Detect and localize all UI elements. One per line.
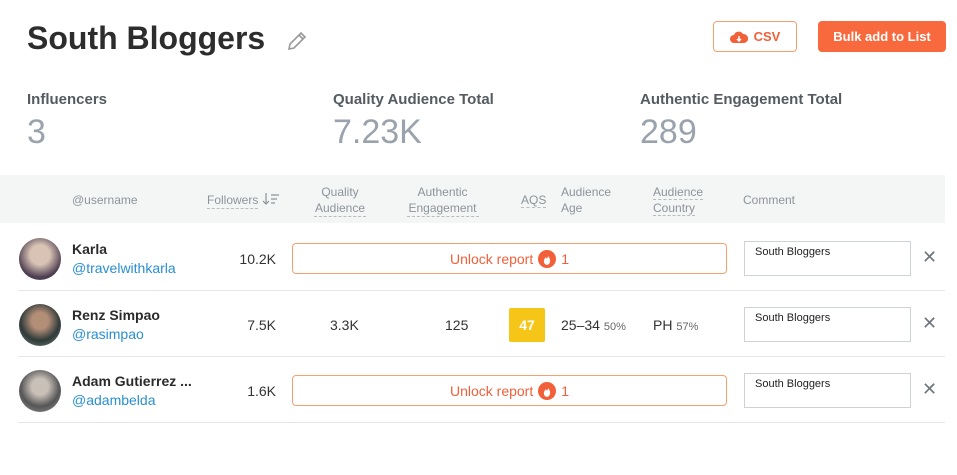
followers: 10.2K — [239, 251, 276, 267]
column-header: @username — [72, 193, 138, 207]
remove-button[interactable]: ✕ — [922, 379, 938, 399]
flame-icon — [538, 381, 557, 400]
stat-label: Influencers — [27, 91, 108, 108]
row-divider — [18, 422, 945, 423]
column-label: Audience Country — [653, 185, 704, 216]
followers: 1.6K — [247, 383, 276, 399]
stat-label: Authentic Engagement Total — [640, 91, 843, 108]
unlock-report-button[interactable]: Unlock report 1 — [292, 243, 727, 274]
influencer-handle[interactable]: @adambelda — [72, 392, 156, 408]
influencer-handle[interactable]: @travelwithkarla — [72, 260, 176, 276]
age-share: 50% — [603, 321, 626, 333]
unlock-report-button[interactable]: Unlock report 1 — [292, 375, 727, 406]
row-divider — [18, 290, 945, 291]
stat-label: Quality Audience Total — [333, 91, 494, 108]
column-label: Authentic Engagement — [406, 185, 479, 217]
unlock-label: Unlock report — [449, 382, 534, 399]
column-header[interactable]: Followers — [207, 192, 280, 209]
influencer-name[interactable]: Karla — [72, 241, 108, 257]
unlock-cost: 1 — [561, 382, 570, 399]
aqs-badge: 47 — [509, 308, 545, 342]
comment-input[interactable]: South Bloggers — [744, 241, 911, 276]
column-header: AQS — [521, 192, 547, 208]
audience-country: PH 57% — [653, 317, 698, 333]
authentic-engagement: 125 — [445, 317, 469, 333]
avatar — [19, 304, 61, 346]
comment-input[interactable]: South Bloggers — [744, 373, 911, 408]
unlock-cost: 1 — [561, 250, 570, 267]
sort-icon — [262, 193, 280, 205]
stat-value: 7.23K — [333, 113, 422, 151]
followers: 7.5K — [247, 317, 276, 333]
stat-value: 3 — [27, 113, 46, 151]
comment-input[interactable]: South Bloggers — [744, 307, 911, 342]
country-code: PH — [653, 317, 673, 333]
column-header: Audience Age — [561, 185, 612, 215]
column-header: Comment — [743, 193, 796, 207]
edit-icon[interactable] — [286, 30, 308, 52]
avatar — [19, 238, 61, 280]
bulk-add-button[interactable]: Bulk add to List — [818, 21, 946, 52]
column-label: Followers — [207, 193, 259, 209]
row-divider — [18, 356, 945, 357]
column-label: Quality Audience — [314, 185, 366, 217]
column-header: Authentic Engagement — [395, 184, 490, 217]
table-header — [0, 175, 945, 223]
quality-audience: 3.3K — [330, 317, 359, 333]
stat-value: 289 — [640, 113, 697, 151]
csv-button[interactable]: CSV — [713, 21, 797, 52]
csv-label: CSV — [753, 29, 781, 44]
country-share: 57% — [676, 321, 699, 333]
audience-age: 25–34 50% — [561, 317, 626, 333]
cloud-icon — [729, 31, 748, 43]
column-label: AQS — [521, 193, 547, 208]
flame-icon — [538, 249, 557, 268]
column-header: Quality Audience — [300, 184, 380, 217]
influencer-name[interactable]: Renz Simpao — [72, 307, 160, 323]
age-range: 25–34 — [561, 317, 600, 333]
list-title: South Bloggers — [27, 20, 266, 56]
influencer-handle[interactable]: @rasimpao — [72, 326, 144, 342]
unlock-label: Unlock report — [449, 250, 534, 267]
avatar — [19, 370, 61, 412]
influencer-name[interactable]: Adam Gutierrez ... — [72, 373, 192, 389]
remove-button[interactable]: ✕ — [922, 313, 938, 333]
remove-button[interactable]: ✕ — [922, 247, 938, 267]
column-header: Audience Country — [653, 184, 708, 216]
